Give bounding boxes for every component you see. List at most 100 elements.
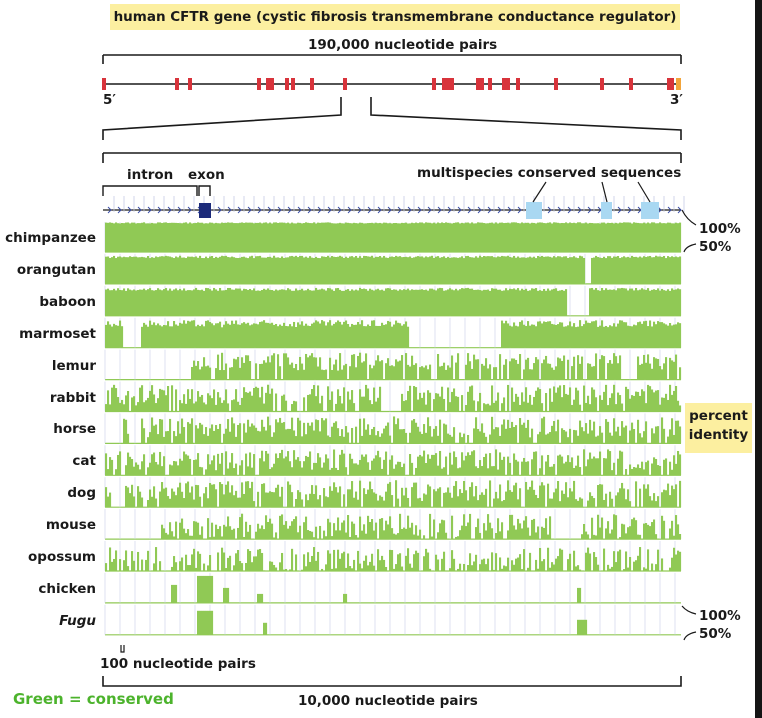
conservation-bar — [245, 521, 248, 540]
conservation-bar — [449, 434, 452, 444]
conservation-bar — [301, 569, 304, 571]
conservation-bar — [455, 288, 458, 316]
conservation-bar — [295, 363, 298, 380]
conservation-bar — [381, 257, 384, 284]
conservation-bar — [435, 453, 438, 476]
conservation-bar — [629, 222, 632, 252]
conservation-bar — [217, 453, 220, 476]
conservation-bar — [213, 389, 216, 412]
conservation-bar — [615, 515, 618, 540]
conservation-bar — [415, 256, 418, 284]
conservation-bar — [507, 290, 510, 316]
conservation-bar — [215, 489, 218, 508]
conservation-bar — [403, 223, 406, 252]
conservation-bar — [367, 462, 370, 476]
conservation-bar — [571, 457, 574, 476]
conservation-bar — [647, 256, 650, 284]
conservation-bar — [675, 289, 678, 316]
conservation-bar — [125, 550, 128, 571]
conservation-bar — [135, 256, 138, 284]
conservation-bar — [545, 393, 548, 412]
conservation-bar — [431, 454, 434, 476]
conservation-bar — [117, 256, 120, 284]
conservation-bar — [337, 492, 340, 508]
conservation-bar — [545, 518, 548, 540]
conservation-bar — [177, 421, 180, 444]
conservation-bar — [165, 532, 168, 540]
conservation-bar — [241, 513, 244, 540]
conservation-bar — [309, 290, 312, 316]
conservation-bar — [651, 522, 654, 540]
conservation-bar — [115, 388, 118, 412]
conservation-bar — [223, 256, 226, 284]
conservation-bar — [529, 369, 532, 380]
strand-arrow — [457, 206, 462, 214]
conservation-bar — [275, 419, 278, 444]
conservation-bar — [207, 610, 210, 635]
conservation-bar — [189, 222, 192, 252]
conservation-bar — [141, 461, 144, 476]
conservation-bar — [195, 459, 198, 476]
conservation-bar — [591, 366, 594, 380]
conservation-bar — [321, 288, 324, 316]
conservation-bar — [307, 500, 310, 508]
conservation-bar — [523, 289, 526, 316]
conservation-bar — [539, 290, 542, 316]
conservation-bar — [455, 457, 458, 476]
conservation-bar — [489, 522, 492, 540]
conservation-bar — [435, 256, 438, 284]
conservation-bar — [671, 418, 674, 444]
conservation-bar — [237, 324, 240, 348]
conservation-bar — [223, 524, 226, 540]
conservation-bar — [419, 289, 422, 316]
conservation-bar — [593, 366, 596, 380]
cns-pointer — [532, 181, 547, 203]
conservation-bar — [249, 550, 252, 571]
conservation-bar — [641, 323, 644, 348]
conservation-bar — [119, 289, 122, 316]
conservation-bar — [409, 432, 412, 444]
conservation-bar — [269, 256, 272, 284]
conservation-bar — [545, 355, 548, 380]
conservation-bar — [207, 435, 210, 444]
conservation-bar — [381, 518, 384, 540]
conservation-bar — [163, 488, 166, 508]
conservation-bar — [463, 433, 466, 444]
conservation-bar — [563, 430, 566, 444]
conservation-bar — [641, 461, 644, 476]
conservation-bar — [667, 325, 670, 348]
conservation-bar — [501, 459, 504, 476]
conservation-bar — [377, 355, 380, 380]
conservation-bar — [303, 325, 306, 348]
conservation-bar — [179, 400, 182, 412]
conservation-bar — [267, 356, 270, 380]
conservation-bar — [607, 327, 610, 348]
cns-pointer — [637, 181, 651, 203]
conservation-bar — [585, 320, 588, 348]
conservation-bar — [233, 358, 236, 380]
conservation-bar — [275, 567, 278, 571]
conservation-bar — [229, 526, 232, 540]
conservation-bar — [547, 483, 550, 508]
conservation-bar — [471, 385, 474, 412]
conservation-bar — [255, 386, 258, 412]
species-label-rabbit: rabbit — [49, 389, 96, 406]
conservation-bar — [591, 495, 594, 508]
conservation-bar — [439, 396, 442, 412]
conservation-bar — [171, 584, 174, 603]
conservation-bar — [495, 491, 498, 508]
conservation-bar — [545, 256, 548, 284]
conservation-bar — [617, 363, 620, 380]
conservation-bar — [245, 323, 248, 348]
exon-mark — [516, 78, 520, 90]
conservation-bar — [483, 223, 486, 252]
conservation-bar — [251, 423, 254, 444]
conservation-bar — [255, 323, 258, 348]
conservation-bar — [161, 524, 164, 540]
conservation-bar — [311, 353, 314, 380]
conservation-bar — [179, 288, 182, 316]
conservation-bar — [519, 488, 522, 508]
conservation-bar — [509, 427, 512, 444]
conservation-bar — [467, 287, 470, 316]
conservation-bar — [599, 223, 602, 252]
